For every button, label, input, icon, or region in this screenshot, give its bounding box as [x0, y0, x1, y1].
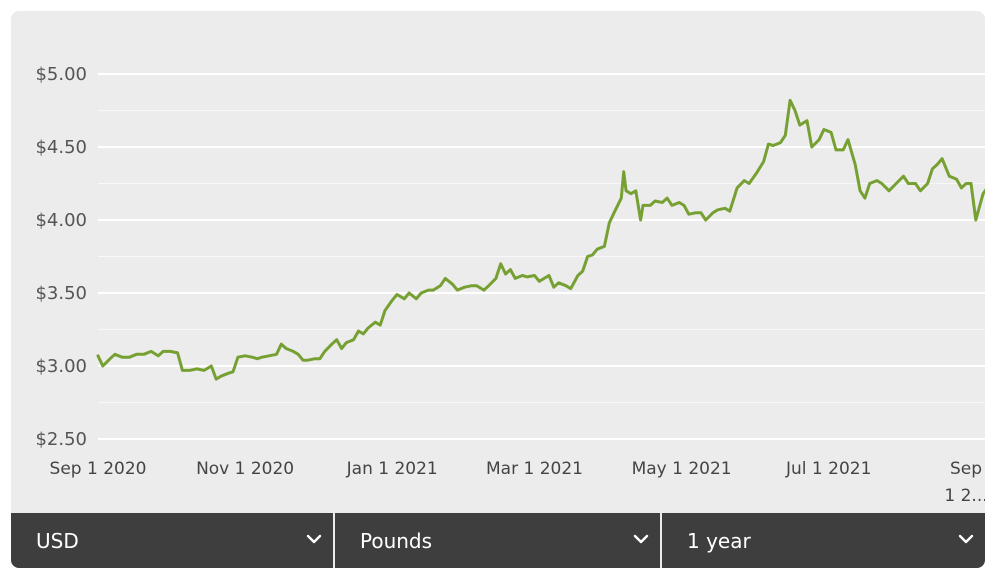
- unit-select-value: Pounds: [360, 528, 433, 553]
- period-select[interactable]: 1 year: [660, 513, 985, 568]
- y-tick-label: $4.00: [35, 210, 87, 231]
- chevron-down-icon: [306, 534, 322, 544]
- currency-select-value: USD: [36, 528, 79, 553]
- unit-select[interactable]: Pounds: [333, 513, 660, 568]
- price-line-chart: $5.00 $4.50 $4.00 $3.50 $3.00 $2.50 Sep 1 2020…: [35, 64, 985, 506]
- period-select-value: 1 year: [687, 528, 751, 553]
- currency-select[interactable]: USD: [11, 513, 333, 568]
- y-tick-label: $4.50: [35, 137, 87, 158]
- chevron-down-icon: [633, 534, 649, 544]
- x-tick-label: Jan 1 2021: [346, 459, 438, 479]
- x-tick-label: 1 2...: [944, 486, 985, 506]
- x-tick-label: Jul 1 2021: [785, 459, 871, 479]
- y-tick-label: $5.00: [35, 64, 87, 85]
- x-tick-label: Sep 1 2020: [50, 459, 147, 479]
- x-tick-label: Mar 1 2021: [486, 459, 583, 479]
- chart-card: $5.00 $4.50 $4.00 $3.50 $3.00 $2.50 Sep 1 2020…: [11, 11, 985, 568]
- x-tick-label: Sep: [950, 459, 982, 479]
- x-tick-label: May 1 2021: [632, 459, 732, 479]
- chart-controls: USD Pounds 1 year: [11, 513, 985, 568]
- price-series-line: [96, 98, 985, 381]
- chevron-down-icon: [958, 534, 974, 544]
- x-tick-label: Nov 1 2020: [196, 459, 294, 479]
- y-tick-label: $3.50: [35, 283, 87, 304]
- y-tick-label: $3.00: [35, 356, 87, 377]
- y-tick-label: $2.50: [35, 429, 87, 450]
